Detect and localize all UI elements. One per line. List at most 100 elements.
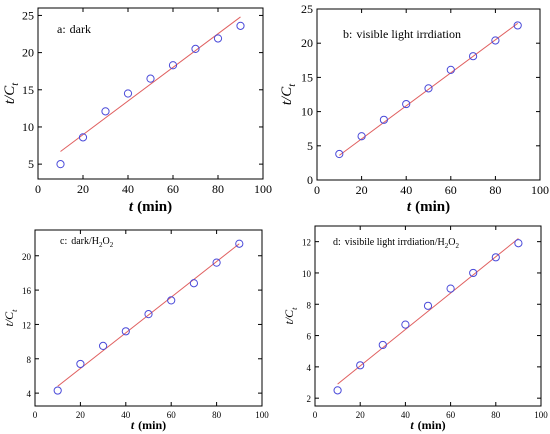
y-tick-label: 20 [22, 252, 32, 262]
data-point [56, 160, 65, 169]
data-point [121, 327, 130, 336]
data-point [379, 115, 388, 124]
panel-label-subscript: 2 [445, 242, 449, 250]
data-point [235, 239, 244, 248]
x-tick-label: 80 [212, 410, 222, 420]
x-tick-label: 60 [446, 410, 456, 420]
plot-frame [314, 225, 542, 407]
x-tick-label: 80 [212, 182, 224, 196]
fit-line [60, 16, 241, 152]
panel-label-suffix: O [103, 236, 110, 247]
panel-label: c: dark/H2O2 [60, 236, 114, 249]
x-tick-label: 100 [254, 182, 272, 196]
y-axis-label: t/Ct [282, 307, 299, 325]
x-tick-label: 60 [167, 410, 177, 420]
y-tick-label: 12 [302, 238, 311, 248]
panel-label-text: visibile light irrdiation/H [345, 237, 445, 248]
panel-label-text: dark [70, 22, 91, 36]
data-point [78, 133, 88, 142]
x-tick-label: 20 [356, 183, 368, 197]
panel-label-subscript: 2 [99, 241, 103, 249]
data-point [423, 301, 433, 310]
data-point [101, 107, 110, 116]
data-point [357, 132, 366, 141]
data-point [236, 21, 245, 30]
y-axis-label: t/Ct [279, 83, 298, 105]
fit-line [337, 238, 519, 385]
data-point [213, 34, 223, 43]
panel-label-prefix: b: [343, 27, 352, 41]
x-axis-label-var: t [407, 199, 412, 215]
y-tick-label: 10 [22, 120, 34, 134]
y-tick-label: 8 [307, 300, 312, 310]
data-point [146, 74, 155, 83]
y-tick-label: 20 [301, 36, 313, 50]
y-axis-label-subscript: t [287, 83, 298, 87]
data-point [167, 296, 176, 305]
x-tick-label: 40 [121, 410, 131, 420]
y-tick-label: 12 [22, 320, 31, 330]
x-tick-label: 40 [400, 183, 412, 197]
data-point [168, 61, 178, 70]
panel-label-subscript-2: 2 [110, 241, 114, 249]
panel-label-text: dark/H [71, 236, 99, 247]
x-axis-label-unit: (min) [415, 199, 450, 215]
data-point [123, 89, 133, 98]
fit-line [57, 243, 240, 387]
x-axis-label-unit: (min) [418, 418, 446, 432]
y-tick-label: 15 [22, 83, 34, 97]
x-tick-label: 80 [489, 183, 501, 197]
x-axis-label-var: t [410, 418, 414, 432]
panel-label-prefix: a: [57, 22, 66, 36]
panel-label-subscript-2: 2 [456, 242, 460, 250]
data-point [401, 320, 410, 329]
x-axis-label-var: t [129, 199, 134, 215]
x-tick-label: 100 [534, 410, 548, 420]
data-point [212, 258, 221, 267]
data-point [53, 386, 62, 395]
y-axis-label-subscript: t [10, 82, 21, 86]
y-tick-label: 5 [307, 139, 313, 153]
y-tick-label: 5 [28, 157, 34, 171]
x-tick-label: 60 [167, 182, 179, 196]
y-tick-label: 2 [307, 394, 312, 404]
panel-label: a: dark [57, 22, 91, 36]
x-axis-label: t (min) [129, 199, 172, 215]
data-point [469, 268, 478, 278]
data-point [378, 340, 387, 350]
data-point [446, 65, 455, 74]
data-point [446, 284, 455, 293]
y-tick-label: 10 [301, 105, 313, 119]
plot-frame [316, 8, 541, 181]
plot-frame [34, 229, 263, 407]
x-tick-label: 20 [356, 410, 366, 420]
panel-label-suffix: O [448, 237, 455, 248]
panel-label-prefix: d: [333, 237, 341, 248]
y-axis-label: t/Ct [2, 82, 21, 104]
y-axis-label-subscript: t [10, 309, 19, 312]
y-tick-label: 20 [22, 46, 34, 60]
y-axis-label-main: t/C [282, 309, 296, 325]
y-axis-label-main: t/C [2, 85, 18, 104]
y-tick-label: 15 [301, 70, 313, 84]
y-tick-label: 0 [307, 173, 313, 187]
x-tick-label: 60 [445, 183, 457, 197]
x-axis-label: t (min) [407, 199, 450, 215]
x-tick-label: 40 [401, 410, 411, 420]
x-tick-label: 20 [76, 410, 86, 420]
panel-label: b: visible light irrdiation [343, 27, 461, 41]
data-point [191, 44, 200, 53]
fit-line [339, 22, 518, 156]
x-axis-label: t (min) [131, 418, 166, 432]
data-point [333, 386, 342, 395]
x-tick-label: 40 [122, 182, 134, 196]
y-tick-label: 25 [22, 8, 34, 22]
data-point [491, 253, 500, 262]
y-axis-label-main: t/C [2, 311, 16, 327]
data-point [424, 84, 433, 93]
data-point [402, 99, 411, 109]
data-point [144, 310, 153, 319]
chart-panel-3: 0 20 40 60 80 100 2 4 6 8 10 12 d: visibile light irr… [282, 225, 548, 432]
